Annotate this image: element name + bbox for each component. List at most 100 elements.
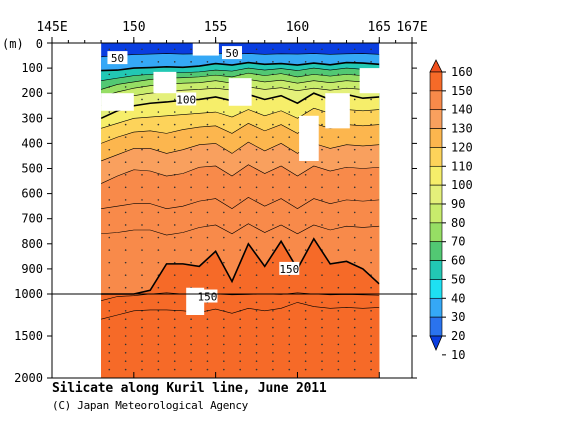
sample-point <box>141 124 143 126</box>
sample-point <box>158 99 160 101</box>
sample-point <box>256 310 258 312</box>
sample-point <box>338 327 340 329</box>
sample-point <box>190 224 192 226</box>
sample-point <box>354 149 356 151</box>
sample-point <box>272 174 274 176</box>
sample-point <box>272 310 274 312</box>
y-tick-label: 300 <box>21 111 43 125</box>
missing-data-4 <box>299 116 319 161</box>
sample-point <box>141 111 143 113</box>
colorbar-swatch <box>430 72 442 91</box>
sample-point <box>207 249 209 251</box>
sample-point <box>207 360 209 362</box>
sample-point <box>321 187 323 189</box>
sample-point <box>239 149 241 151</box>
sample-point <box>272 318 274 320</box>
sample-point <box>239 199 241 201</box>
sample-point <box>207 224 209 226</box>
sample-point <box>190 327 192 329</box>
x-tick-label: 155 <box>204 20 227 35</box>
y-tick-label: 200 <box>21 86 43 100</box>
sample-point <box>174 302 176 304</box>
sample-point <box>370 262 372 264</box>
sample-point <box>141 344 143 346</box>
sample-point <box>207 262 209 264</box>
sample-point <box>141 274 143 276</box>
colorbar-label: 120 <box>451 140 473 154</box>
sample-point <box>354 352 356 354</box>
sample-point <box>288 111 290 113</box>
sample-point <box>272 287 274 289</box>
sample-point <box>174 199 176 201</box>
sample-point <box>321 174 323 176</box>
sample-point <box>305 61 307 63</box>
sample-point <box>370 310 372 312</box>
sample-point <box>174 344 176 346</box>
sample-point <box>207 136 209 138</box>
sample-point <box>256 302 258 304</box>
sample-point <box>190 174 192 176</box>
missing-data-2 <box>193 43 219 56</box>
sample-point <box>125 161 127 163</box>
sample-point <box>272 262 274 264</box>
sample-point <box>158 318 160 320</box>
sample-point <box>141 212 143 214</box>
sample-point <box>125 86 127 88</box>
sample-point <box>223 262 225 264</box>
sample-point <box>370 352 372 354</box>
sample-point <box>223 212 225 214</box>
sample-point <box>370 302 372 304</box>
sample-point <box>305 187 307 189</box>
sample-point <box>288 302 290 304</box>
sample-point <box>108 212 110 214</box>
sample-point <box>256 360 258 362</box>
sample-point <box>288 199 290 201</box>
sample-point <box>354 174 356 176</box>
missing-data-3 <box>229 78 252 106</box>
y-tick-label: 800 <box>21 237 43 251</box>
sample-point <box>223 352 225 354</box>
sample-point <box>354 310 356 312</box>
sample-point <box>288 187 290 189</box>
sample-point <box>207 149 209 151</box>
sample-point <box>272 99 274 101</box>
y-tick-label: 400 <box>21 136 43 150</box>
sample-point <box>305 249 307 251</box>
sample-point <box>256 124 258 126</box>
sample-point <box>239 335 241 337</box>
sample-point <box>370 99 372 101</box>
sample-point <box>338 352 340 354</box>
sample-point <box>108 318 110 320</box>
sample-point <box>239 249 241 251</box>
sample-point <box>190 74 192 76</box>
x-tick-label: 150 <box>122 20 145 35</box>
sample-point <box>108 302 110 304</box>
sample-point <box>108 111 110 113</box>
sample-point <box>108 124 110 126</box>
sample-point <box>158 161 160 163</box>
sample-point <box>354 48 356 50</box>
sample-point <box>370 224 372 226</box>
missing-data-5 <box>325 93 350 128</box>
sample-point <box>354 187 356 189</box>
sample-point <box>223 369 225 371</box>
sample-point <box>321 199 323 201</box>
colorbar-swatch <box>430 91 442 110</box>
sample-point <box>190 199 192 201</box>
sample-point <box>272 161 274 163</box>
sample-point <box>190 369 192 371</box>
colorbar-swatch <box>430 185 442 204</box>
sample-point <box>321 335 323 337</box>
sample-point <box>256 149 258 151</box>
sample-point <box>288 61 290 63</box>
sample-point <box>125 310 127 312</box>
sample-point <box>256 249 258 251</box>
sample-point <box>370 335 372 337</box>
colorbar-label: 30 <box>451 310 465 324</box>
sample-point <box>305 287 307 289</box>
sample-point <box>239 224 241 226</box>
sample-point <box>370 318 372 320</box>
sample-point <box>256 136 258 138</box>
sample-point <box>272 136 274 138</box>
sample-point <box>125 48 127 50</box>
